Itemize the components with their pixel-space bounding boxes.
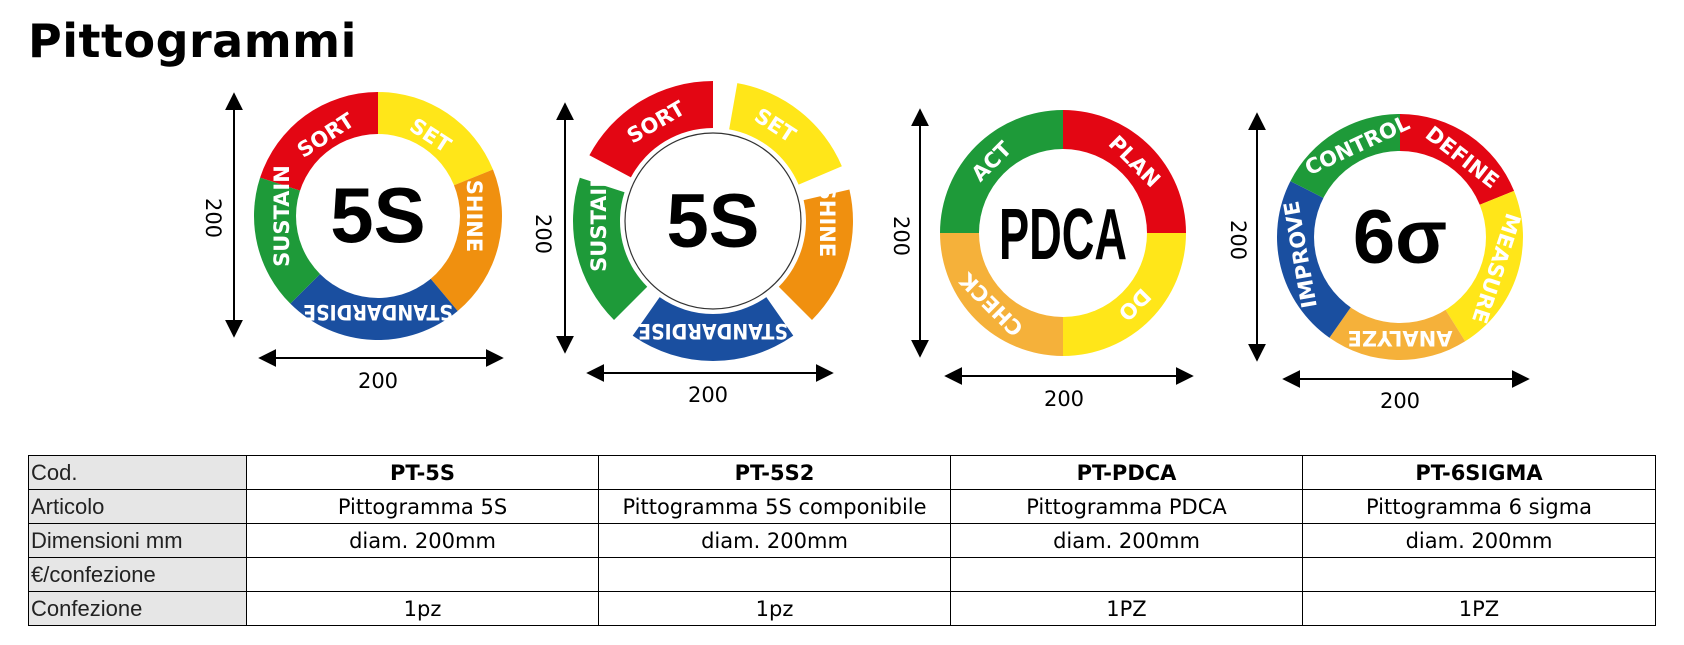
cod-cell: PT-5S — [246, 455, 599, 490]
segment-sustain — [254, 177, 322, 304]
segment-label-standardise: STANDARDISE — [303, 300, 453, 324]
segment-label-analyze: ANALYZE — [1348, 326, 1453, 350]
segment-analyze — [1329, 304, 1466, 361]
width-dimension-label: 200 — [1380, 389, 1420, 413]
confezione-cell: 1pz — [598, 591, 951, 626]
height-dimension-label: 200 — [201, 198, 225, 238]
height-dimension-label: 200 — [531, 214, 555, 254]
pictogram-5s: 200 200 SORT SET SHINE STANDARDISE SUSTA… — [200, 88, 530, 408]
ring-center — [1314, 151, 1486, 323]
row-label: Confezione — [28, 591, 247, 626]
segment-label-standardise: STANDARDISE — [638, 319, 788, 343]
cod-cell: PT-5S2 — [598, 455, 951, 490]
segment-standardise — [632, 297, 794, 361]
segment-plan — [1063, 110, 1186, 233]
segment-control — [1290, 114, 1400, 200]
row-label: Cod. — [28, 455, 247, 490]
segment-standardise — [290, 272, 458, 341]
pictogram-pdca: 200 200 PLAN DO CHECK ACT PDCA — [880, 100, 1210, 440]
segment-act — [940, 110, 1063, 233]
prezzo-cell — [598, 557, 951, 592]
center-label: 5S — [330, 171, 425, 259]
table-row-articolo: Articolo Pittogramma 5S Pittogramma 5S c… — [28, 489, 1656, 524]
table-row-cod: Cod. PT-5S PT-5S2 PT-PDCA PT-6SIGMA — [28, 455, 1656, 490]
articolo-cell: Pittogramma 6 sigma — [1302, 489, 1656, 524]
cod-cell: PT-6SIGMA — [1302, 455, 1656, 490]
segment-shine — [778, 189, 853, 320]
row-label: Articolo — [28, 489, 247, 524]
table-row-dimensioni: Dimensioni mm diam. 200mm diam. 200mm di… — [28, 523, 1656, 558]
width-dimension-label: 200 — [358, 369, 398, 393]
prezzo-cell — [950, 557, 1303, 592]
center-label: 6σ — [1353, 195, 1447, 280]
ring: PLAN DO CHECK ACT PDCA — [940, 110, 1186, 356]
confezione-cell: 1PZ — [950, 591, 1303, 626]
width-dimension-label: 200 — [1044, 387, 1084, 411]
segment-shine — [429, 169, 503, 311]
product-spec-table: Cod. PT-5S PT-5S2 PT-PDCA PT-6SIGMA Arti… — [28, 455, 1656, 626]
dimensioni-cell: diam. 200mm — [950, 523, 1303, 558]
cod-cell: PT-PDCA — [950, 455, 1303, 490]
dimensioni-cell: diam. 200mm — [246, 523, 599, 558]
segment-sort — [589, 81, 713, 178]
ring-center — [624, 132, 802, 310]
articolo-cell: Pittogramma 5S componibile — [598, 489, 951, 524]
dimensioni-cell: diam. 200mm — [1302, 523, 1656, 558]
segment-sort — [260, 92, 378, 192]
articolo-cell: Pittogramma 5S — [246, 489, 599, 524]
segment-sustain — [573, 177, 648, 320]
table-row-confezione: Confezione 1pz 1pz 1PZ 1PZ — [28, 591, 1656, 626]
segment-label-shine: SHINE — [815, 185, 839, 257]
segment-improve — [1277, 181, 1353, 338]
height-dimension-label: 200 — [889, 216, 913, 256]
ring-center — [979, 149, 1147, 317]
ring-center — [296, 134, 460, 298]
segment-set — [729, 83, 842, 185]
ring: SORT SET SHINE STANDARDISE SUSTAIN 5S — [254, 92, 503, 341]
height-dimension-label: 200 — [1226, 220, 1250, 260]
segment-label-sustain: SUSTAIN — [587, 170, 611, 272]
center-label: PDCA — [999, 195, 1127, 275]
ring: SORT SET SHINE STANDARDISE SUSTAIN 5S — [573, 81, 853, 361]
confezione-cell: 1pz — [246, 591, 599, 626]
prezzo-cell — [246, 557, 599, 592]
segment-label-sustain: SUSTAIN — [270, 165, 294, 267]
articolo-cell: Pittogramma PDCA — [950, 489, 1303, 524]
table-row-prezzo: €/confezione — [28, 557, 1656, 592]
dimensioni-cell: diam. 200mm — [598, 523, 951, 558]
row-label: €/confezione — [28, 557, 247, 592]
center-label: 5S — [667, 179, 760, 264]
prezzo-cell — [1302, 557, 1656, 592]
confezione-cell: 1PZ — [1302, 591, 1656, 626]
row-label: Dimensioni mm — [28, 523, 247, 558]
width-dimension-label: 200 — [688, 383, 728, 407]
segment-define — [1400, 114, 1515, 207]
ring: DEFINE MEASURE ANALYZE IMPROVE CONTROL 6… — [1277, 111, 1525, 361]
pictogram-5s-modular: 200 200 SORT SET SHINE STANDARDISE SUSTA… — [530, 81, 870, 414]
segment-measure — [1443, 190, 1523, 342]
segment-label-shine: SHINE — [462, 180, 486, 252]
page-title: Pittogrammi — [28, 14, 357, 68]
segment-set — [378, 92, 493, 187]
segment-do — [1063, 233, 1186, 356]
pictogram-6sigma: 200 200 DEFINE MEASURE ANALYZE IMPROVE C… — [1220, 104, 1550, 434]
segment-check — [940, 233, 1063, 356]
